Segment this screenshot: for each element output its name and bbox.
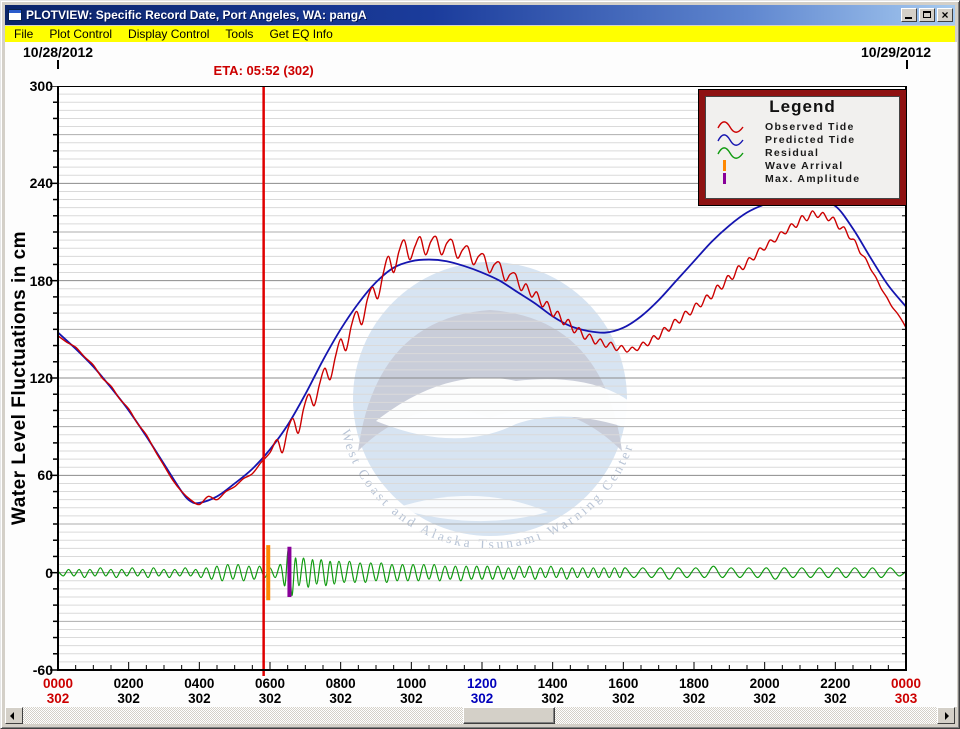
day-boundary-tick-left: [57, 60, 59, 69]
x-tick-time: 0200: [113, 676, 144, 691]
menu-bar: File Plot Control Display Control Tools Get …: [5, 26, 955, 42]
legend-label: Observed Tide: [765, 120, 855, 133]
x-tick-day: 302: [470, 691, 494, 706]
y-tick-label: 60: [37, 467, 53, 484]
day-boundary-tick-right: [906, 60, 908, 69]
legend-items: Observed Tide Predicted Tide Residual Wave …: [705, 117, 900, 185]
x-tick-time: 0000: [42, 676, 74, 691]
window-titlebar[interactable]: PLOTVIEW: Specific Record Date, Port Ang…: [5, 5, 955, 25]
legend-bar-swatch-icon: [723, 173, 726, 184]
legend-label: Max. Amplitude: [765, 172, 861, 185]
x-tick-time: 2000: [749, 676, 780, 691]
horizontal-scrollbar[interactable]: [5, 707, 955, 724]
maximize-button[interactable]: [919, 8, 935, 22]
x-tick-label: 0000 302: [26, 676, 90, 706]
x-tick-time: 0000: [890, 676, 922, 691]
y-tick-label: 180: [29, 272, 53, 289]
legend-wave-swatch-icon: [717, 147, 744, 159]
menu-item-display-control[interactable]: Display Control: [128, 27, 210, 41]
x-tick-day: 302: [46, 691, 70, 706]
x-tick-day: 303: [894, 691, 918, 706]
menu-item-tools[interactable]: Tools: [225, 27, 254, 41]
legend-bar-swatch-icon: [723, 160, 726, 171]
legend-title: Legend: [769, 97, 836, 116]
x-tick-label: 2200 302: [803, 676, 867, 706]
x-tick-label: 1200 302: [450, 676, 514, 706]
y-tick-label: 0: [45, 564, 53, 581]
x-tick-day: 302: [188, 691, 211, 706]
x-tick-time: 0800: [325, 676, 356, 691]
x-tick-time: 1000: [396, 676, 427, 691]
legend-item-wave-arrival: Wave Arrival: [717, 159, 900, 172]
plot-client-area: 10/28/2012 10/29/2012 ETA: 05:52 (302) W…: [5, 42, 957, 707]
x-tick-time: 1200: [466, 676, 498, 691]
x-tick-time: 0400: [184, 676, 215, 691]
x-tick-time: 1800: [678, 676, 710, 691]
minimize-icon: [905, 17, 912, 19]
x-tick-day: 302: [541, 691, 564, 706]
x-tick-label: 2000 302: [733, 676, 797, 706]
scroll-right-icon: [945, 712, 949, 720]
x-tick-label: 1000 302: [379, 676, 443, 706]
noaa-wave-swoosh: [396, 495, 548, 522]
close-button[interactable]: ×: [937, 8, 953, 22]
noaa-bird-icon: [376, 377, 646, 439]
x-tick-day: 302: [753, 691, 776, 706]
legend-label: Wave Arrival: [765, 159, 844, 172]
legend-label: Predicted Tide: [765, 133, 856, 146]
frame-layer: [50, 86, 907, 671]
x-tick-day: 302: [329, 691, 352, 706]
scroll-right-button[interactable]: [937, 707, 955, 724]
menu-item-file[interactable]: File: [14, 27, 34, 41]
x-tick-day: 302: [400, 691, 423, 706]
y-tick-label: 300: [29, 78, 53, 94]
legend-label: Residual: [765, 146, 820, 159]
x-tick-day: 302: [682, 691, 706, 706]
marker-layer: [262, 86, 292, 676]
x-tick-time: 1400: [537, 676, 568, 691]
x-tick-label: 0200 302: [97, 676, 161, 706]
scroll-left-button[interactable]: [5, 707, 23, 724]
x-tick-label: 1800 302: [662, 676, 726, 706]
scrollbar-thumb[interactable]: [463, 707, 555, 724]
series-observed-tide: [58, 210, 906, 506]
x-tick-label: 1600 302: [591, 676, 655, 706]
legend-item-observed-tide: Observed Tide: [717, 120, 900, 133]
x-tick-label: 0600 302: [238, 676, 302, 706]
eta-label: ETA: 05:52 (302): [213, 63, 314, 78]
x-tick-day: 302: [258, 691, 282, 706]
legend-wave-swatch-icon: [717, 134, 744, 146]
x-tick-day: 302: [117, 691, 140, 706]
minimize-button[interactable]: [901, 8, 917, 22]
x-tick-time: 1600: [608, 676, 639, 691]
x-tick-label: 0800 302: [309, 676, 373, 706]
y-tick-label: -60: [32, 662, 53, 678]
y-tick-label: 120: [29, 370, 53, 386]
window-controls: ×: [901, 8, 955, 22]
x-tick-day: 302: [612, 691, 635, 706]
legend-box: Legend Observed Tide Predicted Tide Residu…: [699, 90, 906, 205]
date-label-left: 10/28/2012: [23, 44, 94, 60]
legend-item-residual: Residual: [717, 146, 900, 159]
date-label-right: 10/29/2012: [861, 44, 932, 60]
x-tick-day: 302: [824, 691, 847, 706]
x-tick-label: 0400 302: [167, 676, 231, 706]
scroll-left-icon: [10, 712, 14, 720]
y-tick-label: 240: [29, 175, 53, 192]
window-title: PLOTVIEW: Specific Record Date, Port Ang…: [26, 8, 367, 22]
app-window-icon: [8, 9, 22, 21]
legend-item-predicted-tide: Predicted Tide: [717, 133, 900, 146]
legend-wave-swatch-icon: [717, 121, 744, 133]
menu-item-get-eq-info[interactable]: Get EQ Info: [269, 27, 333, 41]
menu-item-plot-control[interactable]: Plot Control: [49, 27, 113, 41]
close-icon: ×: [941, 8, 949, 22]
maximize-icon: [923, 11, 931, 18]
x-tick-label: 0000 303: [874, 676, 938, 706]
x-tick-time: 2200: [820, 676, 851, 691]
legend-item-max-amplitude: Max. Amplitude: [717, 172, 900, 185]
x-tick-label: 1400 302: [521, 676, 585, 706]
x-tick-time: 0600: [254, 676, 286, 691]
series-residual: [58, 549, 906, 596]
